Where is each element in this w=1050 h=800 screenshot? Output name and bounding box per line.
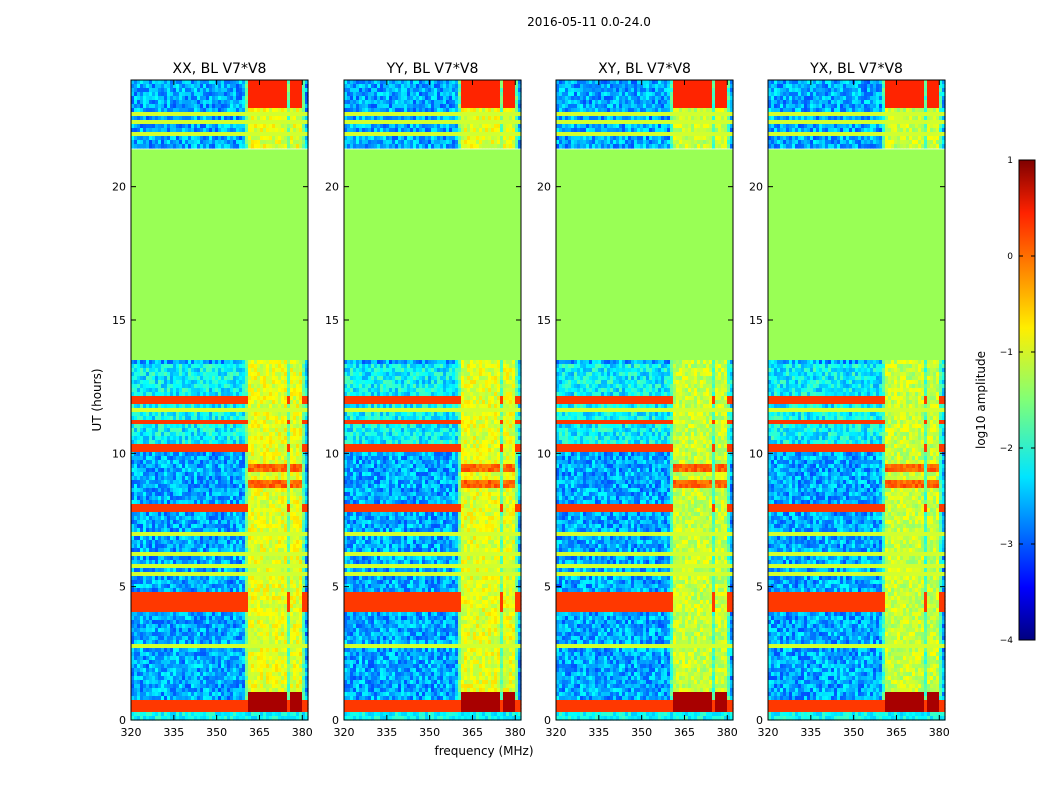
x-tick-label: 320 <box>758 726 779 739</box>
colorbar-ticks: 1 0 −1 −2 −3 −4 <box>1000 156 1035 646</box>
flagged-region <box>131 149 308 360</box>
panel-yy: YY, BL V7*V8 320 335 350 365 380 0 5 10 15 20 <box>325 61 526 739</box>
heatmap-yy <box>344 80 522 721</box>
x-tick-label: 350 <box>843 726 864 739</box>
y-tick-label: 15 <box>537 314 551 327</box>
x-tick-label: 350 <box>206 726 227 739</box>
colorbar-tick-label: −3 <box>1000 540 1013 550</box>
y-tick-label: 15 <box>749 314 763 327</box>
y-tick-label: 15 <box>325 314 339 327</box>
y-tick-label: 20 <box>112 181 126 194</box>
x-tick-label: 335 <box>800 726 821 739</box>
x-tick-label: 365 <box>249 726 270 739</box>
y-tick-label: 0 <box>119 714 126 727</box>
x-tick-label: 365 <box>674 726 695 739</box>
panel-frame <box>555 79 734 721</box>
panel-title: XY, BL V7*V8 <box>598 61 691 77</box>
y-tick-label: 20 <box>749 181 763 194</box>
flagged-region <box>556 149 733 360</box>
x-tick-label: 380 <box>717 726 738 739</box>
x-tick-label: 365 <box>462 726 483 739</box>
colorbar: 1 0 −1 −2 −3 −4 log10 amplitude <box>974 156 1036 646</box>
y-tick-label: 5 <box>119 581 126 594</box>
panel-title: YY, BL V7*V8 <box>386 61 479 77</box>
y-axis-label: UT (hours) <box>90 368 104 431</box>
panel-yx: YX, BL V7*V8 320 335 350 365 380 0 5 10 15 20 <box>749 61 950 739</box>
flagged-region <box>344 149 521 360</box>
x-tick-label: 380 <box>292 726 313 739</box>
panel-title: XX, BL V7*V8 <box>173 61 267 77</box>
panel-frame <box>767 79 946 721</box>
y-tick-label: 10 <box>537 447 551 460</box>
y-tick-label: 0 <box>332 714 339 727</box>
y-tick-label: 0 <box>756 714 763 727</box>
x-tick-label: 335 <box>588 726 609 739</box>
x-axis-label: frequency (MHz) <box>434 744 533 758</box>
x-tick-label: 380 <box>505 726 526 739</box>
x-tick-label: 335 <box>376 726 397 739</box>
y-tick-label: 20 <box>325 181 339 194</box>
x-tick-label: 380 <box>929 726 950 739</box>
x-tick-label: 335 <box>163 726 184 739</box>
figure-suptitle: 2016-05-11 0.0-24.0 <box>527 15 651 29</box>
flagged-region <box>768 149 945 360</box>
y-tick-label: 15 <box>112 314 126 327</box>
colorbar-tick-label: −1 <box>1000 348 1013 358</box>
heatmap-xx <box>131 80 309 721</box>
y-tick-label: 10 <box>325 447 339 460</box>
colorbar-gradient <box>1018 159 1036 641</box>
y-tick-label: 0 <box>544 714 551 727</box>
x-tick-label: 320 <box>121 726 142 739</box>
y-tick-label: 20 <box>537 181 551 194</box>
y-tick-label: 5 <box>756 581 763 594</box>
heatmap-yx <box>768 80 946 721</box>
y-tick-label: 5 <box>332 581 339 594</box>
y-tick-label: 10 <box>112 447 126 460</box>
panel-frame <box>343 79 522 721</box>
colorbar-tick-label: 0 <box>1007 252 1013 262</box>
x-tick-label: 365 <box>886 726 907 739</box>
y-tick-label: 10 <box>749 447 763 460</box>
x-tick-label: 350 <box>631 726 652 739</box>
x-tick-label: 320 <box>334 726 355 739</box>
x-tick-label: 350 <box>419 726 440 739</box>
colorbar-tick-label: −4 <box>1000 636 1014 646</box>
y-tick-label: 5 <box>544 581 551 594</box>
colorbar-label: log10 amplitude <box>974 351 988 449</box>
panel-frame <box>130 79 309 721</box>
colorbar-tick-label: −2 <box>1000 444 1013 454</box>
panel-title: YX, BL V7*V8 <box>809 61 903 77</box>
heatmap-xy <box>556 80 734 721</box>
panel-xx: XX, BL V7*V8 320 335 350 365 380 0 5 10 15 20 <box>112 61 313 739</box>
colorbar-tick-label: 1 <box>1007 156 1013 166</box>
panel-xy: XY, BL V7*V8 320 335 350 365 380 0 5 10 15 20 <box>537 61 738 739</box>
x-tick-label: 320 <box>546 726 567 739</box>
